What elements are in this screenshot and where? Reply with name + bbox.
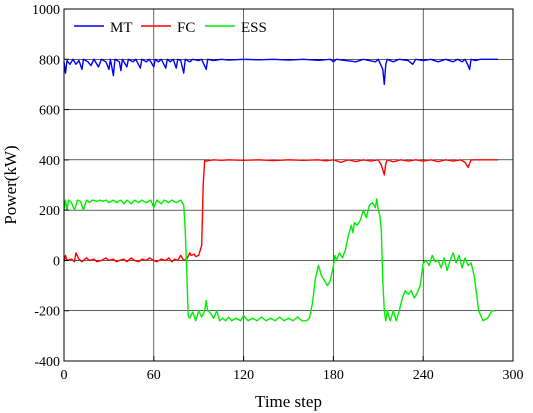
y-tick-label: -400 [34, 355, 60, 370]
x-axis-title: Time step [255, 392, 322, 411]
y-tick-label: 400 [39, 154, 60, 169]
x-tick-label: 60 [147, 368, 161, 383]
y-tick-label: 800 [39, 53, 60, 68]
y-tick-label: 200 [39, 204, 60, 219]
legend-label-ess: ESS [241, 20, 267, 36]
series-line-mt [63, 58, 499, 86]
x-tick-label: 240 [413, 368, 434, 383]
tick-marks [63, 8, 514, 362]
y-tick-labels: -400 -200 0 200 400 600 800 1000 [32, 3, 60, 370]
y-axis-title: Power(kW) [1, 145, 20, 224]
legend-label-fc: FC [177, 20, 195, 36]
series-line-fc [63, 159, 499, 263]
y-tick-label: 600 [39, 104, 60, 119]
series-line-ess [63, 198, 496, 322]
plot-area [64, 9, 513, 361]
legend: MT FC ESS [74, 20, 267, 36]
plot-frame [63, 8, 514, 362]
grid [64, 9, 513, 361]
x-tick-label: 0 [61, 368, 68, 383]
x-tick-label: 120 [233, 368, 254, 383]
y-tick-label: 0 [53, 254, 60, 269]
y-tick-label: 1000 [32, 3, 60, 18]
y-tick-label: -200 [34, 305, 60, 320]
x-tick-label: 300 [503, 368, 524, 383]
series-lines [63, 58, 499, 322]
x-tick-label: 180 [323, 368, 344, 383]
x-tick-labels: 0 60 120 180 240 300 [61, 368, 524, 383]
legend-label-mt: MT [110, 20, 133, 36]
